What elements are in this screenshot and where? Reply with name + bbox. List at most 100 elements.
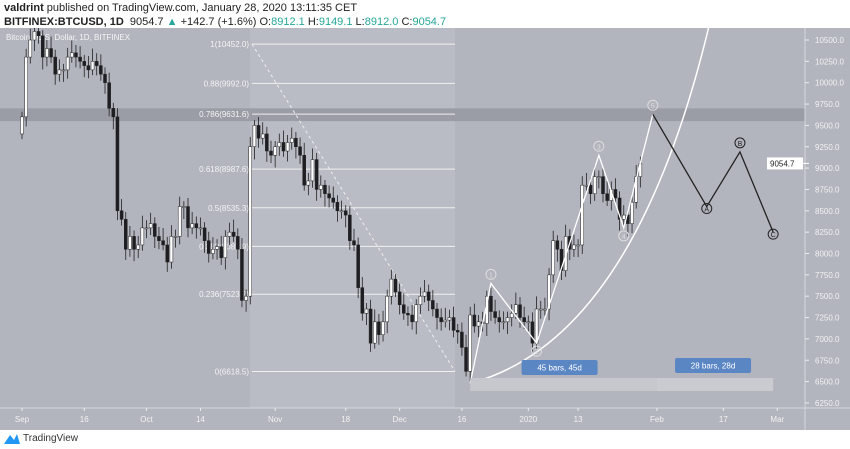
wave-circle bbox=[485, 268, 497, 280]
fib-level-label: 1(10452.0) bbox=[210, 40, 249, 49]
fib-trend-line bbox=[251, 43, 456, 372]
candle bbox=[414, 304, 418, 323]
fib-level-label: 0.618(8987.6) bbox=[199, 165, 249, 174]
elliott-wave-path bbox=[469, 114, 654, 384]
candle bbox=[140, 227, 145, 246]
wave-label-A: A bbox=[701, 203, 713, 215]
candle bbox=[182, 206, 186, 208]
last-price: 9054.7 bbox=[129, 16, 164, 28]
wave-label-5: 5 bbox=[647, 99, 659, 111]
candle bbox=[389, 278, 394, 297]
candle bbox=[124, 219, 128, 250]
candle bbox=[128, 236, 132, 250]
candle bbox=[352, 240, 356, 246]
candle bbox=[285, 142, 290, 152]
wave-label-3: 3 bbox=[593, 140, 605, 152]
candle bbox=[509, 313, 514, 318]
candle bbox=[194, 223, 199, 229]
x-tick-label: 17 bbox=[719, 415, 728, 424]
candle bbox=[277, 142, 282, 148]
candle bbox=[551, 240, 555, 276]
candle bbox=[373, 321, 377, 344]
candle bbox=[82, 61, 86, 66]
candle bbox=[514, 304, 518, 314]
x-tick-label: 13 bbox=[574, 415, 583, 424]
candle bbox=[306, 180, 311, 186]
up-arrow-icon: ▲ bbox=[166, 16, 178, 28]
wave-label-text: 1 bbox=[489, 272, 493, 279]
candle bbox=[397, 291, 402, 305]
y-tick-label: 9000.0 bbox=[815, 164, 840, 173]
candle bbox=[107, 82, 111, 109]
candle bbox=[111, 108, 116, 118]
candle bbox=[622, 214, 626, 220]
wave-circle bbox=[618, 230, 630, 242]
candle bbox=[28, 39, 33, 58]
candle bbox=[617, 197, 622, 220]
wave-label-text: 4 bbox=[622, 234, 626, 241]
candle bbox=[169, 236, 174, 263]
candle bbox=[522, 317, 526, 323]
candle bbox=[202, 227, 207, 241]
candle bbox=[119, 210, 124, 220]
x-tick-label: Sep bbox=[15, 415, 30, 424]
low-label: L: bbox=[355, 16, 365, 28]
candle bbox=[49, 48, 53, 58]
candle bbox=[410, 314, 414, 323]
candle bbox=[464, 347, 468, 372]
tradingview-logo: TradingView bbox=[4, 432, 78, 444]
y-tick-label: 6500.0 bbox=[815, 378, 840, 387]
date-range-label: 45 bars, 45d bbox=[537, 364, 581, 373]
candle bbox=[290, 137, 294, 143]
y-tick-label: 10000.0 bbox=[815, 79, 844, 88]
candle bbox=[559, 248, 564, 271]
open-label: O: bbox=[259, 16, 272, 28]
candle bbox=[215, 246, 219, 250]
candle bbox=[36, 31, 41, 36]
candle bbox=[281, 142, 286, 152]
candle bbox=[377, 321, 381, 335]
y-tick-label: 6250.0 bbox=[815, 399, 840, 408]
x-tick-label: 16 bbox=[457, 415, 466, 424]
y-tick-label: 6750.0 bbox=[815, 356, 840, 365]
candle bbox=[165, 244, 169, 263]
candle bbox=[422, 291, 427, 297]
candle bbox=[153, 223, 157, 237]
candle bbox=[294, 137, 298, 147]
candle bbox=[547, 274, 551, 310]
high-label: H: bbox=[307, 16, 319, 28]
candle bbox=[70, 52, 74, 58]
x-tick-label: Oct bbox=[140, 415, 153, 424]
y-tick-label: 7750.0 bbox=[815, 271, 840, 280]
candle bbox=[86, 65, 91, 71]
candle bbox=[584, 184, 589, 187]
date-range-label-box bbox=[521, 360, 598, 375]
candle bbox=[207, 240, 211, 254]
fib-level-label: 0.786(9631.6) bbox=[199, 110, 249, 119]
fib-level-label: 0.236(7523.2) bbox=[199, 290, 249, 299]
candle bbox=[252, 125, 257, 148]
candle bbox=[592, 176, 597, 194]
candle bbox=[451, 317, 456, 331]
candle bbox=[393, 278, 398, 293]
candle bbox=[173, 236, 178, 238]
candle bbox=[227, 231, 232, 237]
candle bbox=[426, 291, 431, 301]
publish-info: valdrint published on TradingView.com, J… bbox=[4, 2, 357, 14]
candle bbox=[240, 248, 244, 301]
candle bbox=[431, 300, 435, 310]
candle bbox=[103, 73, 107, 83]
candle bbox=[418, 295, 423, 305]
candle bbox=[319, 184, 323, 190]
price-chart[interactable]: 10500.0 10250.0 10000.0 9750.0 9500.0 9250.0 9… bbox=[0, 28, 850, 430]
candle bbox=[236, 236, 240, 250]
date-range-label: 28 bars, 28d bbox=[691, 362, 735, 371]
brand-text: TradingView bbox=[23, 432, 79, 444]
candle bbox=[161, 240, 165, 246]
fib-level-label: 0(6618.5) bbox=[215, 367, 250, 376]
candle bbox=[572, 244, 576, 250]
fib-level-label: 0.5(8535.3) bbox=[208, 204, 249, 213]
candle bbox=[443, 319, 448, 323]
candle bbox=[20, 116, 24, 135]
candle bbox=[530, 321, 535, 344]
